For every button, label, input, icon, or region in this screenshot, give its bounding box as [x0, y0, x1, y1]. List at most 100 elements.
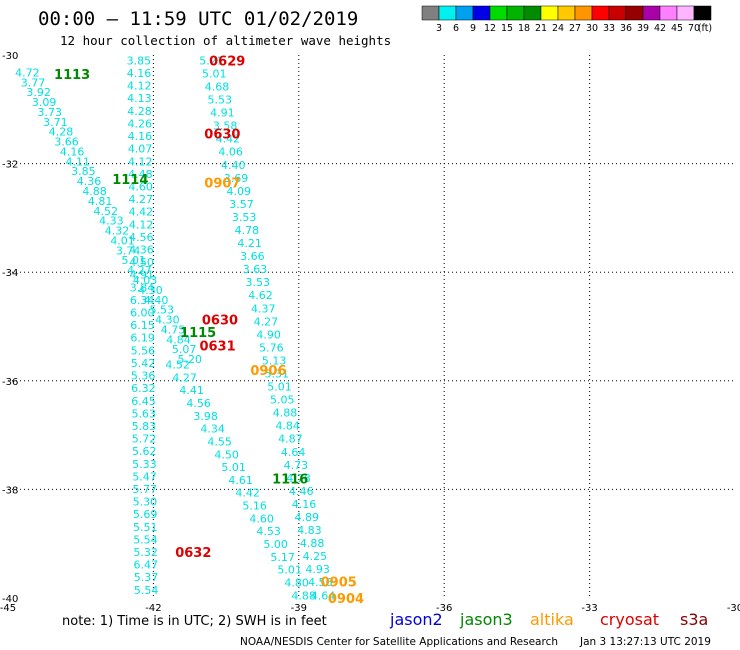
colorbar-label: 21 [535, 23, 547, 34]
wave-height-value: 3.92 [26, 86, 51, 99]
wave-height-value: 4.37 [251, 302, 276, 315]
wave-height-value: 4.60 [249, 512, 274, 525]
wave-height-value: 4.16 [128, 130, 153, 143]
wave-height-value: 4.28 [49, 126, 74, 139]
wave-height-value: 3.63 [243, 263, 268, 276]
wave-height-value: 4.12 [128, 155, 153, 168]
pass-label: 0907 [204, 177, 240, 192]
credit-text: NOAA/NESDIS Center for Satellite Applica… [240, 636, 558, 648]
colorbar-label: 45 [671, 23, 683, 34]
wave-height-value: 5.01 [202, 67, 227, 80]
wave-height-value: 4.89 [294, 511, 319, 524]
colorbar-swatch [608, 5, 627, 21]
wave-height-value: 4.84 [166, 333, 191, 346]
plot-area [8, 55, 735, 598]
satellite-cryosat: cryosat [600, 610, 659, 629]
wave-height-value: 4.53 [256, 525, 281, 538]
wave-height-value: 4.78 [286, 472, 311, 485]
grid-lines [8, 55, 735, 598]
wave-height-value: 3.74 [116, 244, 141, 257]
wave-height-value: 5.17 [270, 551, 295, 564]
y-tick-label: -40 [2, 594, 18, 605]
colorbar-label: 39 [637, 23, 649, 34]
wave-height-value: 5.01 [221, 461, 246, 474]
satellite-jason3: jason3 [459, 610, 513, 629]
wave-height-value: 3.69 [224, 172, 249, 185]
wave-height-value: 4.42 [216, 133, 241, 146]
pass-label: 1116 [272, 473, 308, 488]
wave-height-value: 5.20 [178, 353, 203, 366]
wave-height-value: 4.88 [291, 589, 316, 602]
colorbar-swatch [421, 5, 440, 21]
wave-height-value: 4.81 [88, 195, 113, 208]
wave-height-value: 4.84 [275, 420, 300, 433]
wave-height-value: 4.48 [128, 168, 153, 181]
wave-height-value: 4.61 [228, 474, 253, 487]
wave-height-value: 4.27 [254, 315, 279, 328]
wave-height-value: 4.56 [308, 576, 333, 589]
wave-height-value: 4.60 [128, 180, 153, 193]
axes: -45 -42 -39 -36 -33 -30 -30 -32 -34 -36 -38 -40 [0, 51, 740, 614]
wave-height-value: 4.91 [130, 269, 155, 282]
wave-height-value: 5.00 [263, 538, 288, 551]
wave-height-value: 5.83 [132, 420, 157, 433]
wave-height-value: 4.90 [256, 328, 281, 341]
wave-height-value: 4.78 [235, 224, 260, 237]
wave-height-value: 3.73 [38, 106, 63, 119]
colorbar-label: 70 [688, 23, 700, 34]
wave-height-value: 5.54 [134, 584, 159, 597]
wave-height-value: 4.93 [305, 563, 330, 576]
wave-height-tracks: 4.723.773.923.093.733.714.283.664.164.11… [15, 54, 335, 602]
wave-height-value: 4.50 [214, 448, 239, 461]
wave-height-value: 4.52 [165, 359, 190, 372]
wave-height-value: 5.72 [132, 433, 157, 446]
colorbar-swatch [574, 5, 593, 21]
wave-height-value: 4.12 [129, 218, 154, 231]
wave-height-value: 4.55 [207, 435, 232, 448]
pass-label: 1115 [180, 326, 216, 341]
wave-height-value: 5.63 [131, 407, 156, 420]
timestamp-text: Jan 3 13:27:13 UTC 2019 [579, 636, 711, 648]
colorbar-label: 36 [620, 23, 632, 34]
units-note: note: 1) Time is in UTC; 2) SWH is in fe… [62, 614, 327, 629]
wave-height-value: 5.05 [270, 394, 295, 407]
colorbar-label: 42 [654, 23, 666, 34]
wave-height-value: 4.27 [127, 264, 152, 277]
wave-height-value: 4.42 [235, 487, 260, 500]
wave-height-value: 3.85 [71, 165, 96, 178]
wave-height-value: 5.07 [172, 343, 197, 356]
wave-height-value: 4.88 [300, 537, 325, 550]
x-tick-label: -42 [145, 603, 161, 614]
wave-height-value: 4.30 [138, 284, 163, 297]
wave-height-value: 4.75 [161, 323, 186, 336]
wave-height-value: 4.34 [200, 423, 225, 436]
colorbar-swatch [540, 5, 559, 21]
wave-height-value: 5.21 [199, 54, 224, 67]
colorbar-label: 15 [501, 23, 513, 34]
wave-height-value: 4.73 [284, 459, 309, 472]
wave-height-value: 3.09 [32, 96, 57, 109]
wave-height-value: 6.15 [130, 319, 155, 332]
colorbar-label: 33 [603, 23, 615, 34]
wave-height-value: 4.27 [129, 193, 154, 206]
pass-labels: 1113 1114 1115 1116 0629 0630 0630 0631 0632 0907… [54, 54, 364, 607]
wave-height-value: 5.01 [267, 381, 292, 394]
wave-height-value: 5.33 [132, 458, 157, 471]
wave-height-value: 4.91 [210, 107, 235, 120]
wave-height-value: 4.56 [186, 397, 211, 410]
wave-height-value: 4.16 [292, 498, 317, 511]
pass-label: 0629 [209, 54, 245, 69]
wave-height-value: 4.62 [248, 289, 273, 302]
colorbar-label: 6 [453, 23, 459, 34]
wave-height-value: 4.30 [155, 314, 180, 327]
wave-height-value: 4.64 [281, 446, 306, 459]
pass-label: 0630 [204, 128, 240, 143]
wave-height-value: 5.62 [132, 445, 157, 458]
wave-height-value: 5.16 [242, 500, 267, 513]
wave-height-value: 5.31 [265, 368, 290, 381]
wave-height-value: 5.69 [133, 508, 158, 521]
wave-height-value: 4.09 [226, 185, 251, 198]
satellite-s3a: s3a [680, 610, 708, 629]
wave-height-value: 5.54 [133, 533, 158, 546]
wave-height-value: 4.56 [129, 231, 154, 244]
